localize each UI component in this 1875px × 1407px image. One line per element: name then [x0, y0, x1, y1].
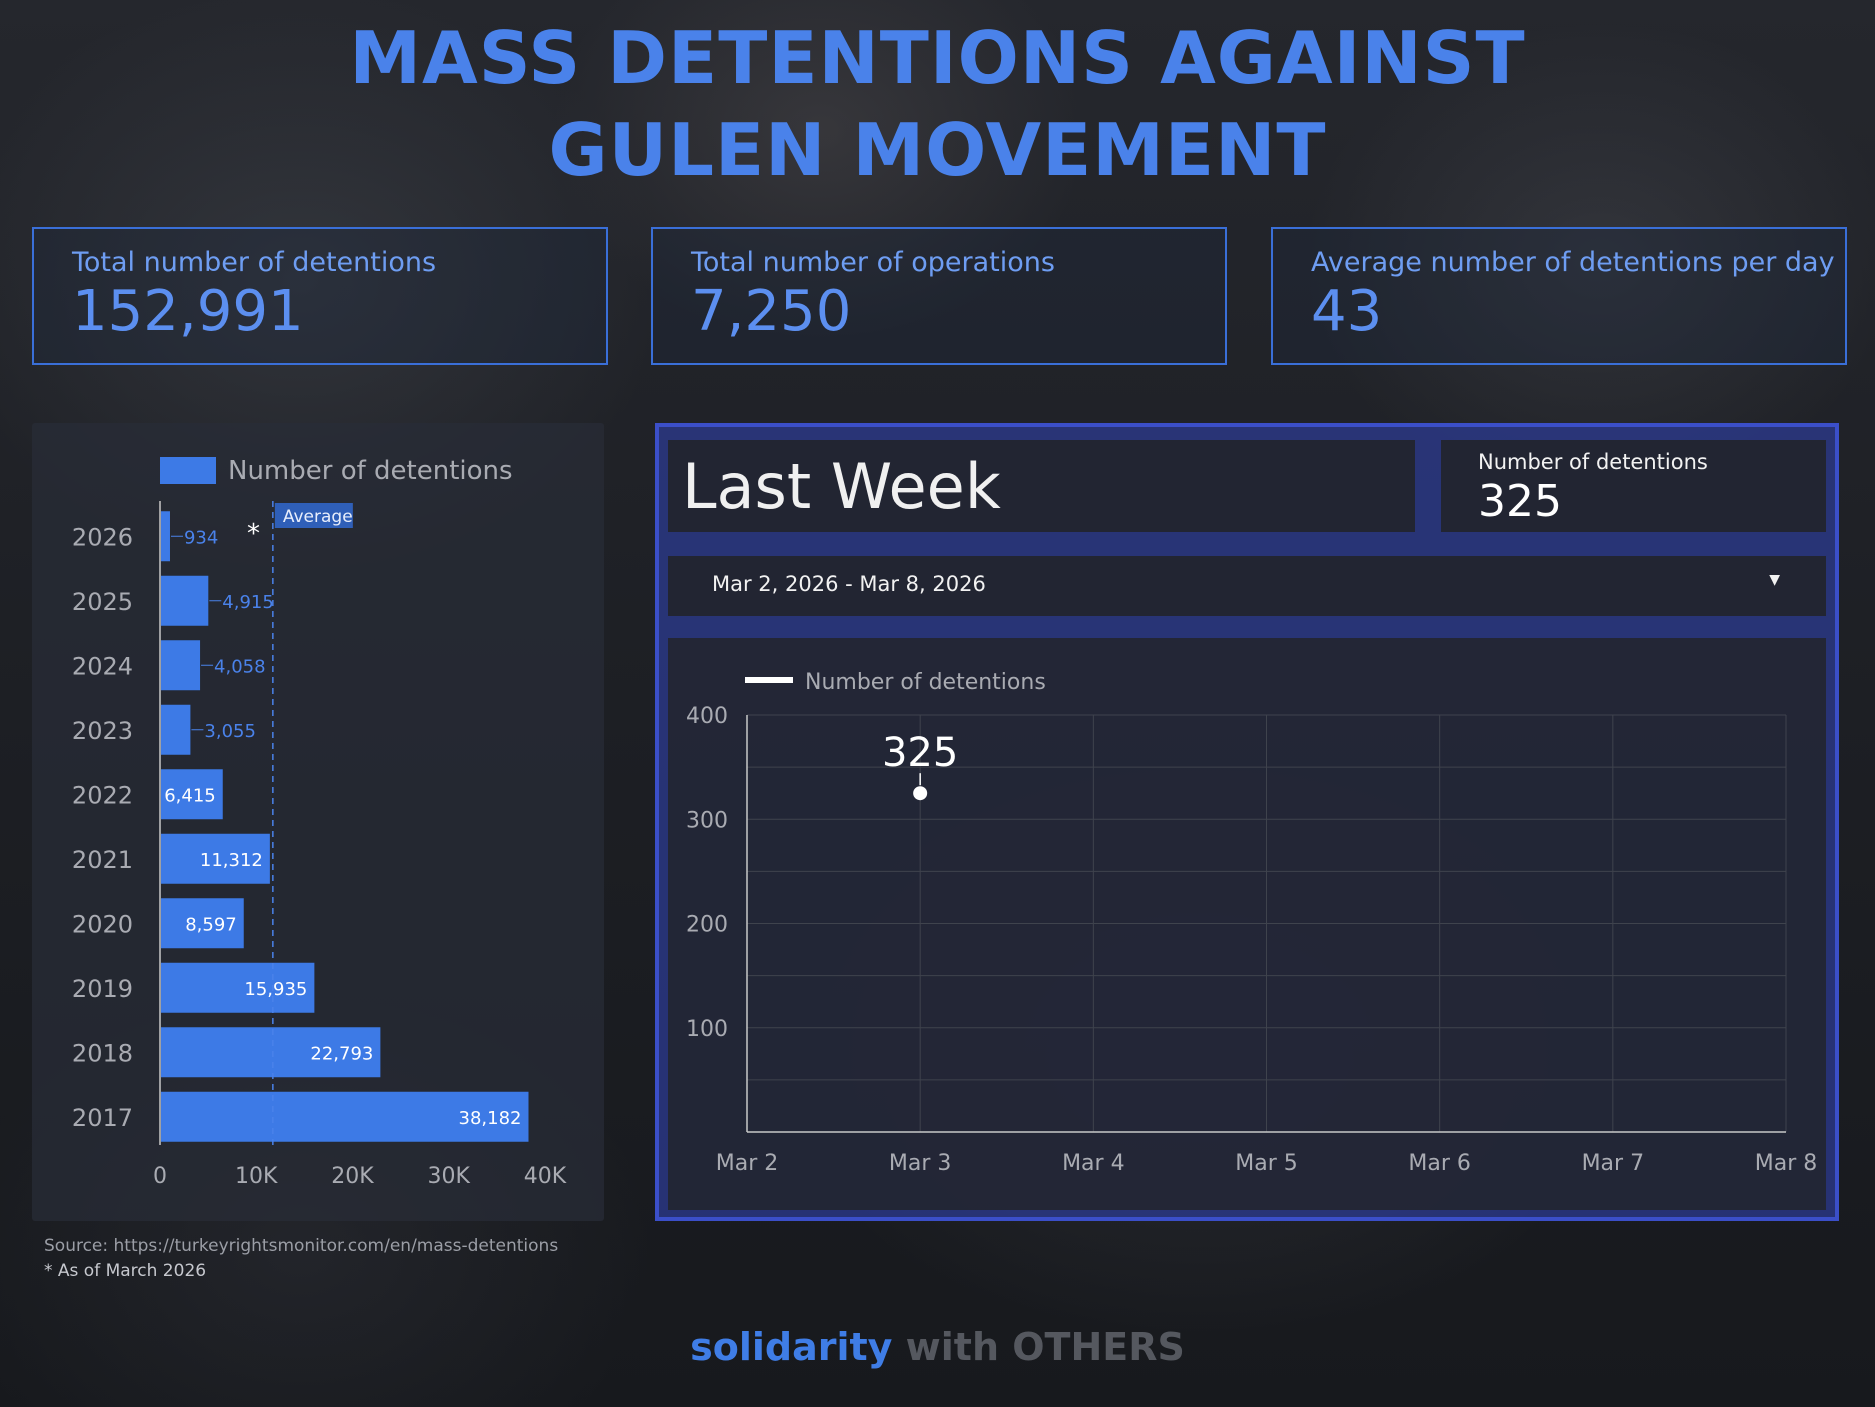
brand-part-1: solidarity [690, 1325, 893, 1369]
date-range-text[interactable]: Mar 2, 2026 - Mar 8, 2026 [712, 572, 986, 596]
x-tick-label: Mar 6 [1408, 1151, 1471, 1176]
bar [161, 769, 223, 820]
date-range-picker[interactable]: Mar 2, 2026 - Mar 8, 2026 ▼ [668, 556, 1826, 616]
bar-value-label: 22,793 [310, 1043, 373, 1064]
scorecard-label: Number of detentions [1478, 450, 1708, 474]
kpi-total-operations: Total number of operations 7,250 [651, 227, 1227, 365]
bar-value-label: 3,055 [204, 721, 256, 742]
kpi-value: 43 [1311, 279, 1383, 344]
data-point-label: 325 [882, 730, 958, 776]
x-tick-label: 20K [331, 1164, 374, 1189]
yearly-detentions-panel [32, 423, 604, 1221]
bar-category-label: 2017 [72, 1104, 133, 1132]
x-tick-label: Mar 8 [1755, 1151, 1818, 1176]
data-point [913, 786, 928, 801]
bar-value-label: 11,312 [200, 850, 263, 871]
x-tick-label: Mar 3 [889, 1151, 952, 1176]
legend-swatch [745, 677, 793, 683]
bar-category-label: 2022 [72, 781, 133, 809]
bar-category-label: 2026 [72, 523, 133, 551]
y-tick-label: 400 [686, 704, 728, 729]
kpi-value: 7,250 [691, 279, 852, 344]
bar [161, 1091, 529, 1142]
asterisk-annotation: * [247, 519, 260, 549]
bar-category-label: 2025 [72, 588, 133, 616]
x-tick-label: 0 [153, 1164, 167, 1189]
x-tick-label: Mar 5 [1235, 1151, 1298, 1176]
y-tick-label: 300 [686, 808, 728, 833]
x-tick-label: 40K [524, 1164, 567, 1189]
page-title-line-2: GULEN MOVEMENT [548, 108, 1327, 192]
bar-category-label: 2021 [72, 846, 133, 874]
average-label: Average [283, 507, 353, 527]
caret-down-icon[interactable]: ▼ [1769, 572, 1780, 588]
bar-value-label: 8,597 [185, 914, 237, 935]
bar-value-label: 38,182 [459, 1108, 522, 1129]
kpi-avg-per-day: Average number of detentions per day 43 [1271, 227, 1847, 365]
y-tick-label: 100 [686, 1017, 728, 1042]
x-tick-label: 30K [428, 1164, 471, 1189]
kpi-value: 152,991 [72, 279, 304, 344]
last-week-title: Last Week [682, 450, 1001, 523]
bar-category-label: 2019 [72, 975, 133, 1003]
page-title: MASS DETENTIONS AGAINST GULEN MOVEMENT [0, 12, 1875, 196]
x-tick-label: Mar 2 [716, 1151, 779, 1176]
bar-value-label: 6,415 [164, 785, 216, 806]
bar [161, 833, 270, 884]
bar-value-label: 4,915 [222, 592, 274, 613]
bar [161, 704, 191, 755]
weekly-scorecard: Number of detentions 325 [1441, 440, 1826, 532]
scorecard-value: 325 [1478, 476, 1562, 527]
bar-category-label: 2024 [72, 652, 133, 680]
kpi-label: Total number of detentions [72, 247, 437, 278]
bar [161, 898, 244, 949]
as-of-note: * As of March 2026 [44, 1261, 207, 1281]
bar [161, 511, 170, 562]
source-note: Source: https://turkeyrightsmonitor.com/… [44, 1236, 559, 1256]
x-tick-label: Mar 4 [1062, 1151, 1125, 1176]
brand-part-2: with OTHERS [905, 1325, 1185, 1369]
legend-label: Number of detentions [228, 456, 513, 486]
weekly-detentions-line-chart: Number of detentions 100 200 300 400 Mar 2 Mar… [686, 670, 1818, 1176]
kpi-label: Total number of operations [691, 247, 1055, 278]
kpi-total-detentions: Total number of detentions 152,991 [32, 227, 608, 365]
bar-category-label: 2018 [72, 1039, 133, 1067]
kpi-label: Average number of detentions per day [1311, 247, 1835, 278]
y-tick-label: 200 [686, 913, 728, 938]
bar [161, 575, 209, 626]
x-tick-label: Mar 7 [1582, 1151, 1645, 1176]
bar-value-label: 4,058 [214, 656, 266, 677]
bar-value-label: 15,935 [244, 979, 307, 1000]
brand-logo: solidarity with OTHERS [0, 1325, 1875, 1369]
page-title-line-1: MASS DETENTIONS AGAINST [349, 16, 1526, 100]
bar-value-label: 934 [184, 527, 218, 548]
yearly-detentions-bar-chart: Number of detentions 2026 934 2025 4,915 2024… [72, 456, 567, 1189]
legend-swatch [160, 457, 216, 484]
last-week-title-box: Last Week [668, 440, 1415, 532]
bar-category-label: 2023 [72, 717, 133, 745]
bar [161, 1027, 381, 1078]
bar-category-label: 2020 [72, 910, 133, 938]
legend-label: Number of detentions [805, 670, 1046, 695]
bar [161, 640, 201, 691]
average-label-box [274, 503, 353, 528]
bar [161, 962, 315, 1013]
x-tick-label: 10K [235, 1164, 278, 1189]
